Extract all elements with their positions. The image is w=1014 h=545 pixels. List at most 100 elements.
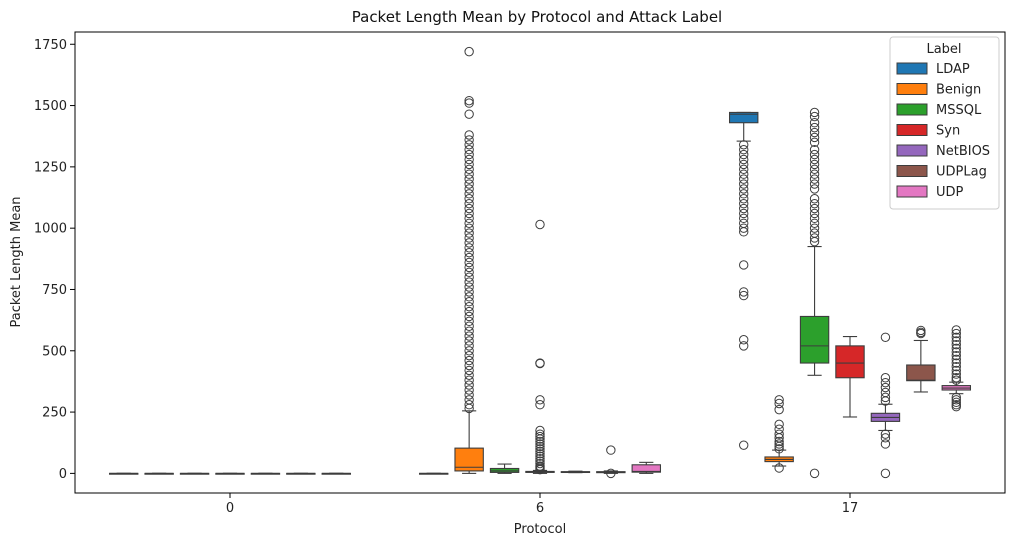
legend-swatch-netbios <box>896 144 928 157</box>
outlier-point <box>739 140 749 150</box>
outlier-point <box>880 439 891 449</box>
outlier-point <box>739 227 749 237</box>
outlier-point <box>951 325 961 335</box>
outlier-point <box>739 223 749 233</box>
outlier-point <box>464 350 474 361</box>
outlier-point <box>535 446 545 457</box>
box-ldap-6 <box>418 472 449 475</box>
outlier-point <box>739 218 749 228</box>
outlier-point <box>739 149 749 160</box>
outlier-point <box>739 203 749 214</box>
outlier-point <box>464 252 474 263</box>
outlier-point <box>535 451 545 461</box>
outlier-point <box>464 208 474 219</box>
outlier-point <box>774 439 784 449</box>
outlier-point <box>809 179 820 189</box>
outlier-point <box>464 311 474 322</box>
outlier-point <box>464 169 474 179</box>
outlier-point <box>809 208 820 219</box>
outlier-point <box>739 145 749 155</box>
outlier-point <box>951 375 961 385</box>
outlier-point <box>951 369 961 379</box>
outlier-point <box>951 373 961 383</box>
legend-swatch-udp <box>896 185 928 198</box>
outlier-point <box>464 390 474 400</box>
outlier-point <box>464 331 474 341</box>
box-benign-0 <box>144 472 174 475</box>
outlier-point <box>951 354 961 365</box>
outlier-point <box>464 326 474 336</box>
outlier-point <box>880 468 891 479</box>
outlier-point <box>535 358 545 369</box>
outlier-point <box>464 403 474 414</box>
outlier-point <box>464 140 474 150</box>
box-mssql-0 <box>179 472 210 475</box>
outlier-point <box>464 228 474 238</box>
x-tick-label: 17 <box>842 501 859 516</box>
outlier-point <box>464 198 474 209</box>
outlier-point <box>809 203 820 214</box>
box-syn-0 <box>215 472 245 475</box>
outlier-point <box>464 184 474 194</box>
plot-area-frame <box>74 31 1006 494</box>
outlier-point <box>464 95 474 106</box>
outlier-point <box>774 395 784 405</box>
outlier-point <box>880 332 891 342</box>
outlier-point <box>739 213 749 224</box>
outlier-point <box>809 127 820 138</box>
outlier-point <box>951 350 961 361</box>
outlier-point <box>739 198 749 209</box>
outlier-point <box>774 463 784 473</box>
outlier-point <box>464 164 474 175</box>
outlier-point <box>464 385 474 395</box>
box-benign-17 <box>764 395 794 473</box>
y-tick-label: 1750 <box>34 38 67 53</box>
outlier-point <box>464 365 474 376</box>
box-netbios-6 <box>560 470 591 474</box>
outlier-point <box>464 336 474 346</box>
outlier-point <box>880 373 891 383</box>
outlier-point <box>464 267 474 278</box>
outlier-point <box>464 130 474 140</box>
outlier-point <box>464 159 474 170</box>
outlier-point <box>951 395 961 405</box>
outlier-point <box>739 179 749 189</box>
outlier-point <box>809 107 820 118</box>
y-tick-label: 1500 <box>34 99 67 114</box>
outlier-point <box>606 445 616 455</box>
outlier-point <box>951 343 961 354</box>
outlier-point <box>464 238 474 248</box>
outlier-point <box>880 387 891 398</box>
outlier-point <box>951 332 961 342</box>
outlier-point <box>880 392 891 403</box>
outlier-point <box>464 189 474 199</box>
outlier-point <box>464 346 474 356</box>
outlier-point <box>535 219 545 230</box>
outlier-point <box>464 243 474 253</box>
outlier-point <box>464 257 474 268</box>
outlier-point <box>774 419 784 430</box>
outlier-point <box>774 429 784 439</box>
outlier-point <box>739 335 749 345</box>
outlier-point <box>464 247 474 258</box>
outlier-point <box>464 277 474 287</box>
box-mssql-6 <box>489 463 520 474</box>
y-tick-label: 750 <box>42 283 67 298</box>
outlier-point <box>464 149 474 160</box>
outlier-point <box>464 109 474 119</box>
legend-swatch-benign <box>896 83 928 95</box>
box-udp-6 <box>631 461 662 474</box>
legend-label-mssql: MSSQL <box>936 103 982 118</box>
y-tick-label: 500 <box>42 344 67 359</box>
chart-title: Packet Length Mean by Protocol and Attac… <box>352 8 722 26</box>
legend-swatch-syn <box>896 124 928 136</box>
outlier-point <box>464 395 474 405</box>
outlier-point <box>774 441 784 452</box>
outlier-point <box>464 301 474 312</box>
outlier-point <box>809 213 820 224</box>
outlier-point <box>809 154 820 165</box>
outlier-point <box>464 287 474 297</box>
boxes-layer <box>108 46 972 479</box>
x-axis-label: Protocol <box>514 522 566 537</box>
outlier-point <box>951 392 961 403</box>
